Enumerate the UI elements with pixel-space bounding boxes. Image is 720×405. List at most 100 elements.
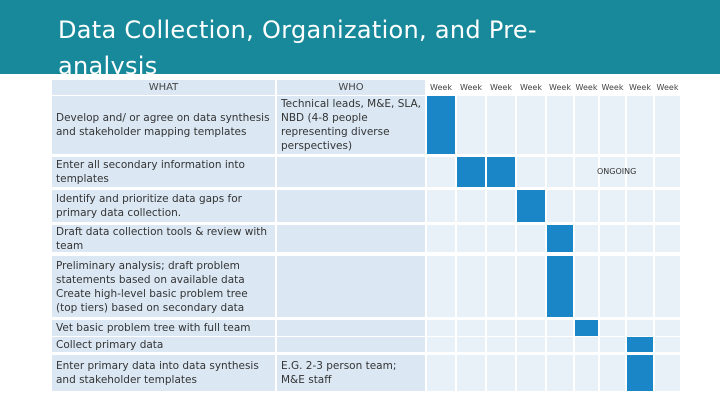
week-cell — [487, 256, 515, 317]
active-week — [517, 190, 545, 222]
what-cell: Enter primary data into data synthesis a… — [52, 355, 275, 391]
column-header: Week — [547, 80, 573, 95]
week-cell — [517, 320, 545, 336]
task-text: Develop and/ or agree on data synthesis … — [56, 112, 270, 138]
week-cell — [427, 355, 455, 391]
week-cell — [575, 256, 598, 317]
week-cell — [627, 157, 653, 187]
task-text: Create high-level basic problem tree (to… — [56, 287, 248, 314]
title-band — [0, 0, 720, 74]
week-cell — [627, 96, 653, 154]
week-cell — [517, 256, 545, 317]
who-cell — [277, 157, 425, 187]
week-cell — [655, 157, 680, 187]
week-cell — [487, 96, 515, 154]
active-week — [547, 225, 573, 252]
week-cell — [600, 157, 625, 187]
week-cell — [547, 337, 573, 352]
week-cell — [600, 256, 625, 317]
task-text: Collect primary data — [56, 338, 164, 351]
week-cell — [487, 320, 515, 336]
week-cell — [427, 190, 455, 222]
who-cell — [277, 225, 425, 252]
slide-title: Data Collection, Organization, and Pre-a… — [58, 16, 537, 80]
what-cell: Draft data collection tools & review wit… — [52, 225, 275, 252]
week-cell — [655, 256, 680, 317]
active-week — [487, 157, 515, 187]
task-text: Draft data collection tools & review wit… — [56, 225, 268, 252]
column-header: Week — [427, 80, 455, 95]
who-cell — [277, 337, 425, 352]
what-cell: Vet basic problem tree with full team — [52, 320, 275, 336]
task-text: Identify and prioritize data gaps for pr… — [56, 193, 242, 219]
week-cell — [627, 190, 653, 222]
active-week — [457, 157, 485, 187]
who-cell — [277, 190, 425, 222]
week-cell — [655, 355, 680, 391]
column-header: WHAT — [52, 80, 275, 95]
who-cell: E.G. 2-3 person team; M&E staff — [277, 355, 425, 391]
week-cell — [600, 190, 625, 222]
active-week — [575, 320, 598, 336]
column-header: Week — [575, 80, 598, 95]
active-week — [547, 256, 573, 317]
week-cell — [517, 225, 545, 252]
week-cell — [487, 355, 515, 391]
week-cell — [547, 320, 573, 336]
week-cell — [575, 157, 598, 187]
week-cell — [547, 190, 573, 222]
what-cell: Identify and prioritize data gaps for pr… — [52, 190, 275, 222]
week-cell — [600, 96, 625, 154]
week-cell — [517, 96, 545, 154]
week-cell — [427, 337, 455, 352]
what-cell: Enter all secondary information into tem… — [52, 157, 275, 187]
task-text: Vet basic problem tree with full team — [56, 322, 251, 334]
week-cell — [655, 337, 680, 352]
week-cell — [600, 225, 625, 252]
what-cell: Preliminary analysis; draft problem stat… — [52, 256, 275, 317]
column-header: Week — [457, 80, 485, 95]
who-cell: Technical leads, M&E, SLA, NBD (4-8 peop… — [277, 96, 425, 154]
week-cell — [600, 320, 625, 336]
week-cell — [575, 355, 598, 391]
column-header: Week — [517, 80, 545, 95]
week-cell — [457, 337, 485, 352]
week-cell — [627, 256, 653, 317]
week-cell — [487, 225, 515, 252]
week-cell — [575, 96, 598, 154]
week-cell — [457, 225, 485, 252]
week-cell — [427, 157, 455, 187]
week-cell — [575, 337, 598, 352]
week-cell — [627, 225, 653, 252]
week-cell — [457, 256, 485, 317]
week-cell — [517, 355, 545, 391]
week-cell — [427, 320, 455, 336]
active-week — [627, 355, 653, 391]
column-header: Week — [655, 80, 680, 95]
week-cell — [627, 320, 653, 336]
week-cell — [655, 96, 680, 154]
week-cell — [547, 355, 573, 391]
week-cell — [600, 337, 625, 352]
week-cell — [427, 225, 455, 252]
week-cell — [487, 190, 515, 222]
week-cell — [457, 190, 485, 222]
column-header: Week — [487, 80, 515, 95]
week-cell — [655, 320, 680, 336]
ongoing-label: ONGOING — [597, 167, 637, 176]
who-cell — [277, 320, 425, 336]
week-cell — [517, 337, 545, 352]
week-cell — [655, 225, 680, 252]
column-header: WHO — [277, 80, 425, 95]
column-header: Week — [600, 80, 625, 95]
week-cell — [457, 320, 485, 336]
what-cell: Collect primary data — [52, 337, 275, 352]
week-cell — [575, 225, 598, 252]
week-cell — [457, 355, 485, 391]
task-text: Enter primary data into data synthesis a… — [56, 360, 259, 386]
week-cell — [655, 190, 680, 222]
active-week — [427, 96, 455, 154]
week-cell — [600, 355, 625, 391]
task-text: Enter all secondary information into tem… — [56, 159, 245, 185]
